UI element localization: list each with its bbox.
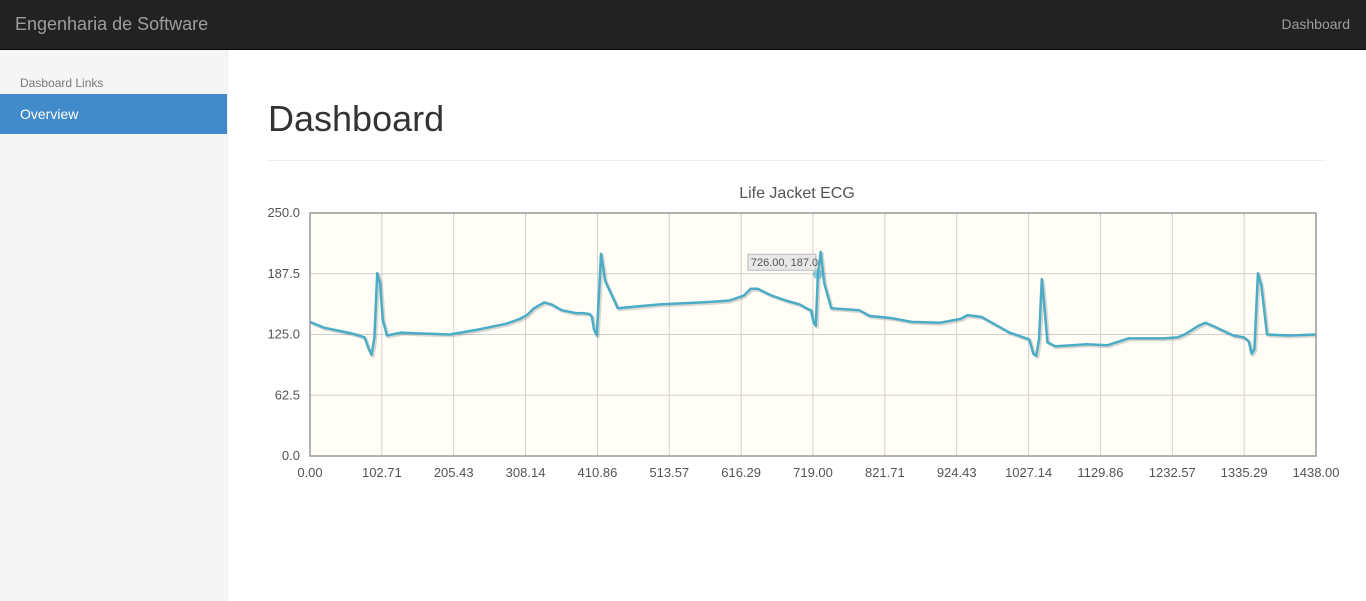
brand-link[interactable]: Engenharia de Software: [15, 14, 209, 34]
page-title: Dashboard: [268, 98, 445, 139]
highlighted-data-point[interactable]: [812, 269, 823, 280]
y-tick-label: 250.0: [267, 205, 300, 220]
x-tick-label: 205.43: [434, 465, 474, 480]
x-tick-label: 1232.57: [1149, 465, 1196, 480]
dashboard-nav-link[interactable]: Dashboard: [1281, 16, 1351, 32]
x-tick-label: 1027.14: [1005, 465, 1052, 480]
y-tick-label: 62.5: [275, 387, 300, 402]
x-tick-label: 1129.86: [1077, 465, 1123, 480]
y-tick-label: 125.0: [267, 327, 300, 342]
x-tick-label: 513.57: [649, 465, 689, 480]
x-tick-label: 102.71: [362, 465, 402, 480]
y-tick-label: 0.0: [282, 448, 300, 463]
x-tick-label: 1438.00: [1293, 465, 1340, 480]
series-line: [309, 250, 1317, 358]
plot-border: [309, 212, 1317, 457]
chart-tooltip: 726.00, 187.0: [747, 253, 823, 280]
sidebar: Dasboard Links Overview: [0, 50, 228, 601]
sidebar-item-overview[interactable]: Overview: [0, 94, 227, 134]
chart-series: [309, 250, 1318, 359]
x-tick-label: 1335.29: [1221, 465, 1268, 480]
x-tick-label: 616.29: [721, 465, 761, 480]
tooltip-box: [747, 253, 817, 271]
y-tick-label: 187.5: [267, 266, 300, 281]
tooltip-label: 726.00, 187.0: [751, 257, 818, 269]
x-tick-label: 924.43: [937, 465, 977, 480]
x-tick-label: 410.86: [578, 465, 618, 480]
sidebar-heading: Dasboard Links: [20, 76, 104, 90]
title-divider: [268, 160, 1326, 161]
x-tick-label: 719.00: [793, 465, 833, 480]
top-navbar: Engenharia de Software Dashboard: [0, 0, 1366, 50]
chart-ticks: 0.00 102.71 205.43 308.14 410.86 513.57 616.29…: [267, 205, 1339, 480]
main-content: Dashboard: [228, 50, 1366, 601]
x-tick-label: 821.71: [865, 465, 905, 480]
x-tick-label: 0.00: [297, 465, 322, 480]
chart-title: Life Jacket ECG: [739, 185, 855, 202]
x-tick-label: 308.14: [506, 465, 546, 480]
